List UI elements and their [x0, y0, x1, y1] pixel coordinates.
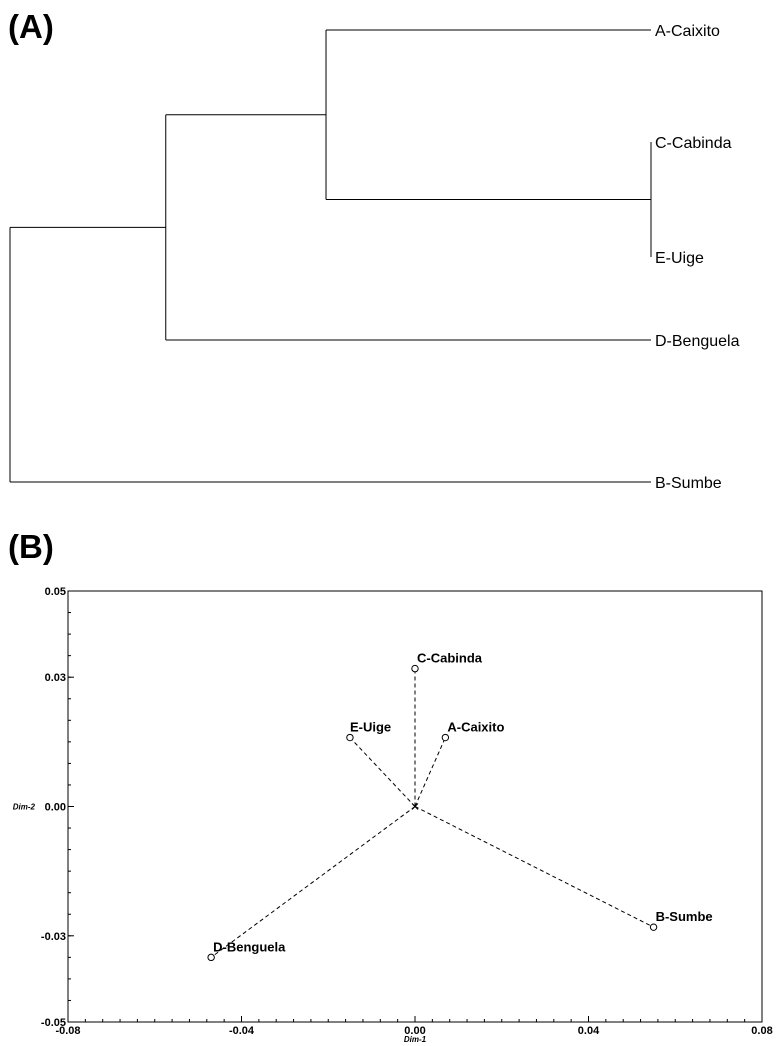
y-tick-label: 0.05: [45, 586, 66, 598]
y-tick-label: -0.05: [41, 1017, 66, 1029]
data-point: [411, 664, 419, 673]
data-point: [441, 733, 450, 742]
point-label: C-Cabinda: [417, 651, 483, 666]
panel-b-label: (B): [8, 528, 54, 565]
dendro-leaf-label: C-Cabinda: [655, 135, 732, 152]
dendrogram: A-Caixito C-Cabinda E-Uige D-Benguela B-Sumb…: [9, 23, 740, 492]
dendro-leaf-label: B-Sumbe: [655, 475, 722, 492]
y-tick-label: 0.03: [45, 672, 66, 684]
data-point: [649, 923, 658, 931]
point-label: E-Uige: [350, 720, 391, 735]
dendro-leaf-label: D-Benguela: [655, 333, 740, 350]
pcoa-plot: 0.05 0.03 0.00 -0.03 -0.05-0.08 -0.04 0.00 0.04…: [13, 586, 773, 1044]
spoke-line: [349, 737, 416, 807]
data-point: [207, 953, 215, 962]
spoke-line: [414, 806, 654, 928]
dendro-leaf-label: A-Caixito: [655, 23, 720, 40]
spoke-line: [414, 737, 446, 807]
data-point: [346, 733, 354, 742]
point-label: B-Sumbe: [656, 909, 713, 924]
spoke-line: [210, 806, 416, 958]
x-tick-label: 0.00: [404, 1025, 425, 1037]
x-axis-title: Dim-1: [404, 1035, 427, 1044]
point-label: D-Benguela: [213, 939, 286, 954]
y-tick-label: -0.03: [41, 931, 66, 943]
x-tick-label: -0.04: [229, 1025, 255, 1037]
x-tick-label: 0.04: [578, 1025, 600, 1037]
y-tick-label: 0.00: [45, 802, 66, 814]
x-tick-label: 0.08: [751, 1025, 772, 1037]
panel-a-label: (A): [8, 8, 54, 45]
dendro-leaf-label: E-Uige: [655, 250, 704, 267]
x-tick-label: -0.08: [55, 1025, 80, 1037]
point-label: A-Caixito: [447, 720, 504, 735]
y-axis-title: Dim-2: [13, 803, 36, 812]
